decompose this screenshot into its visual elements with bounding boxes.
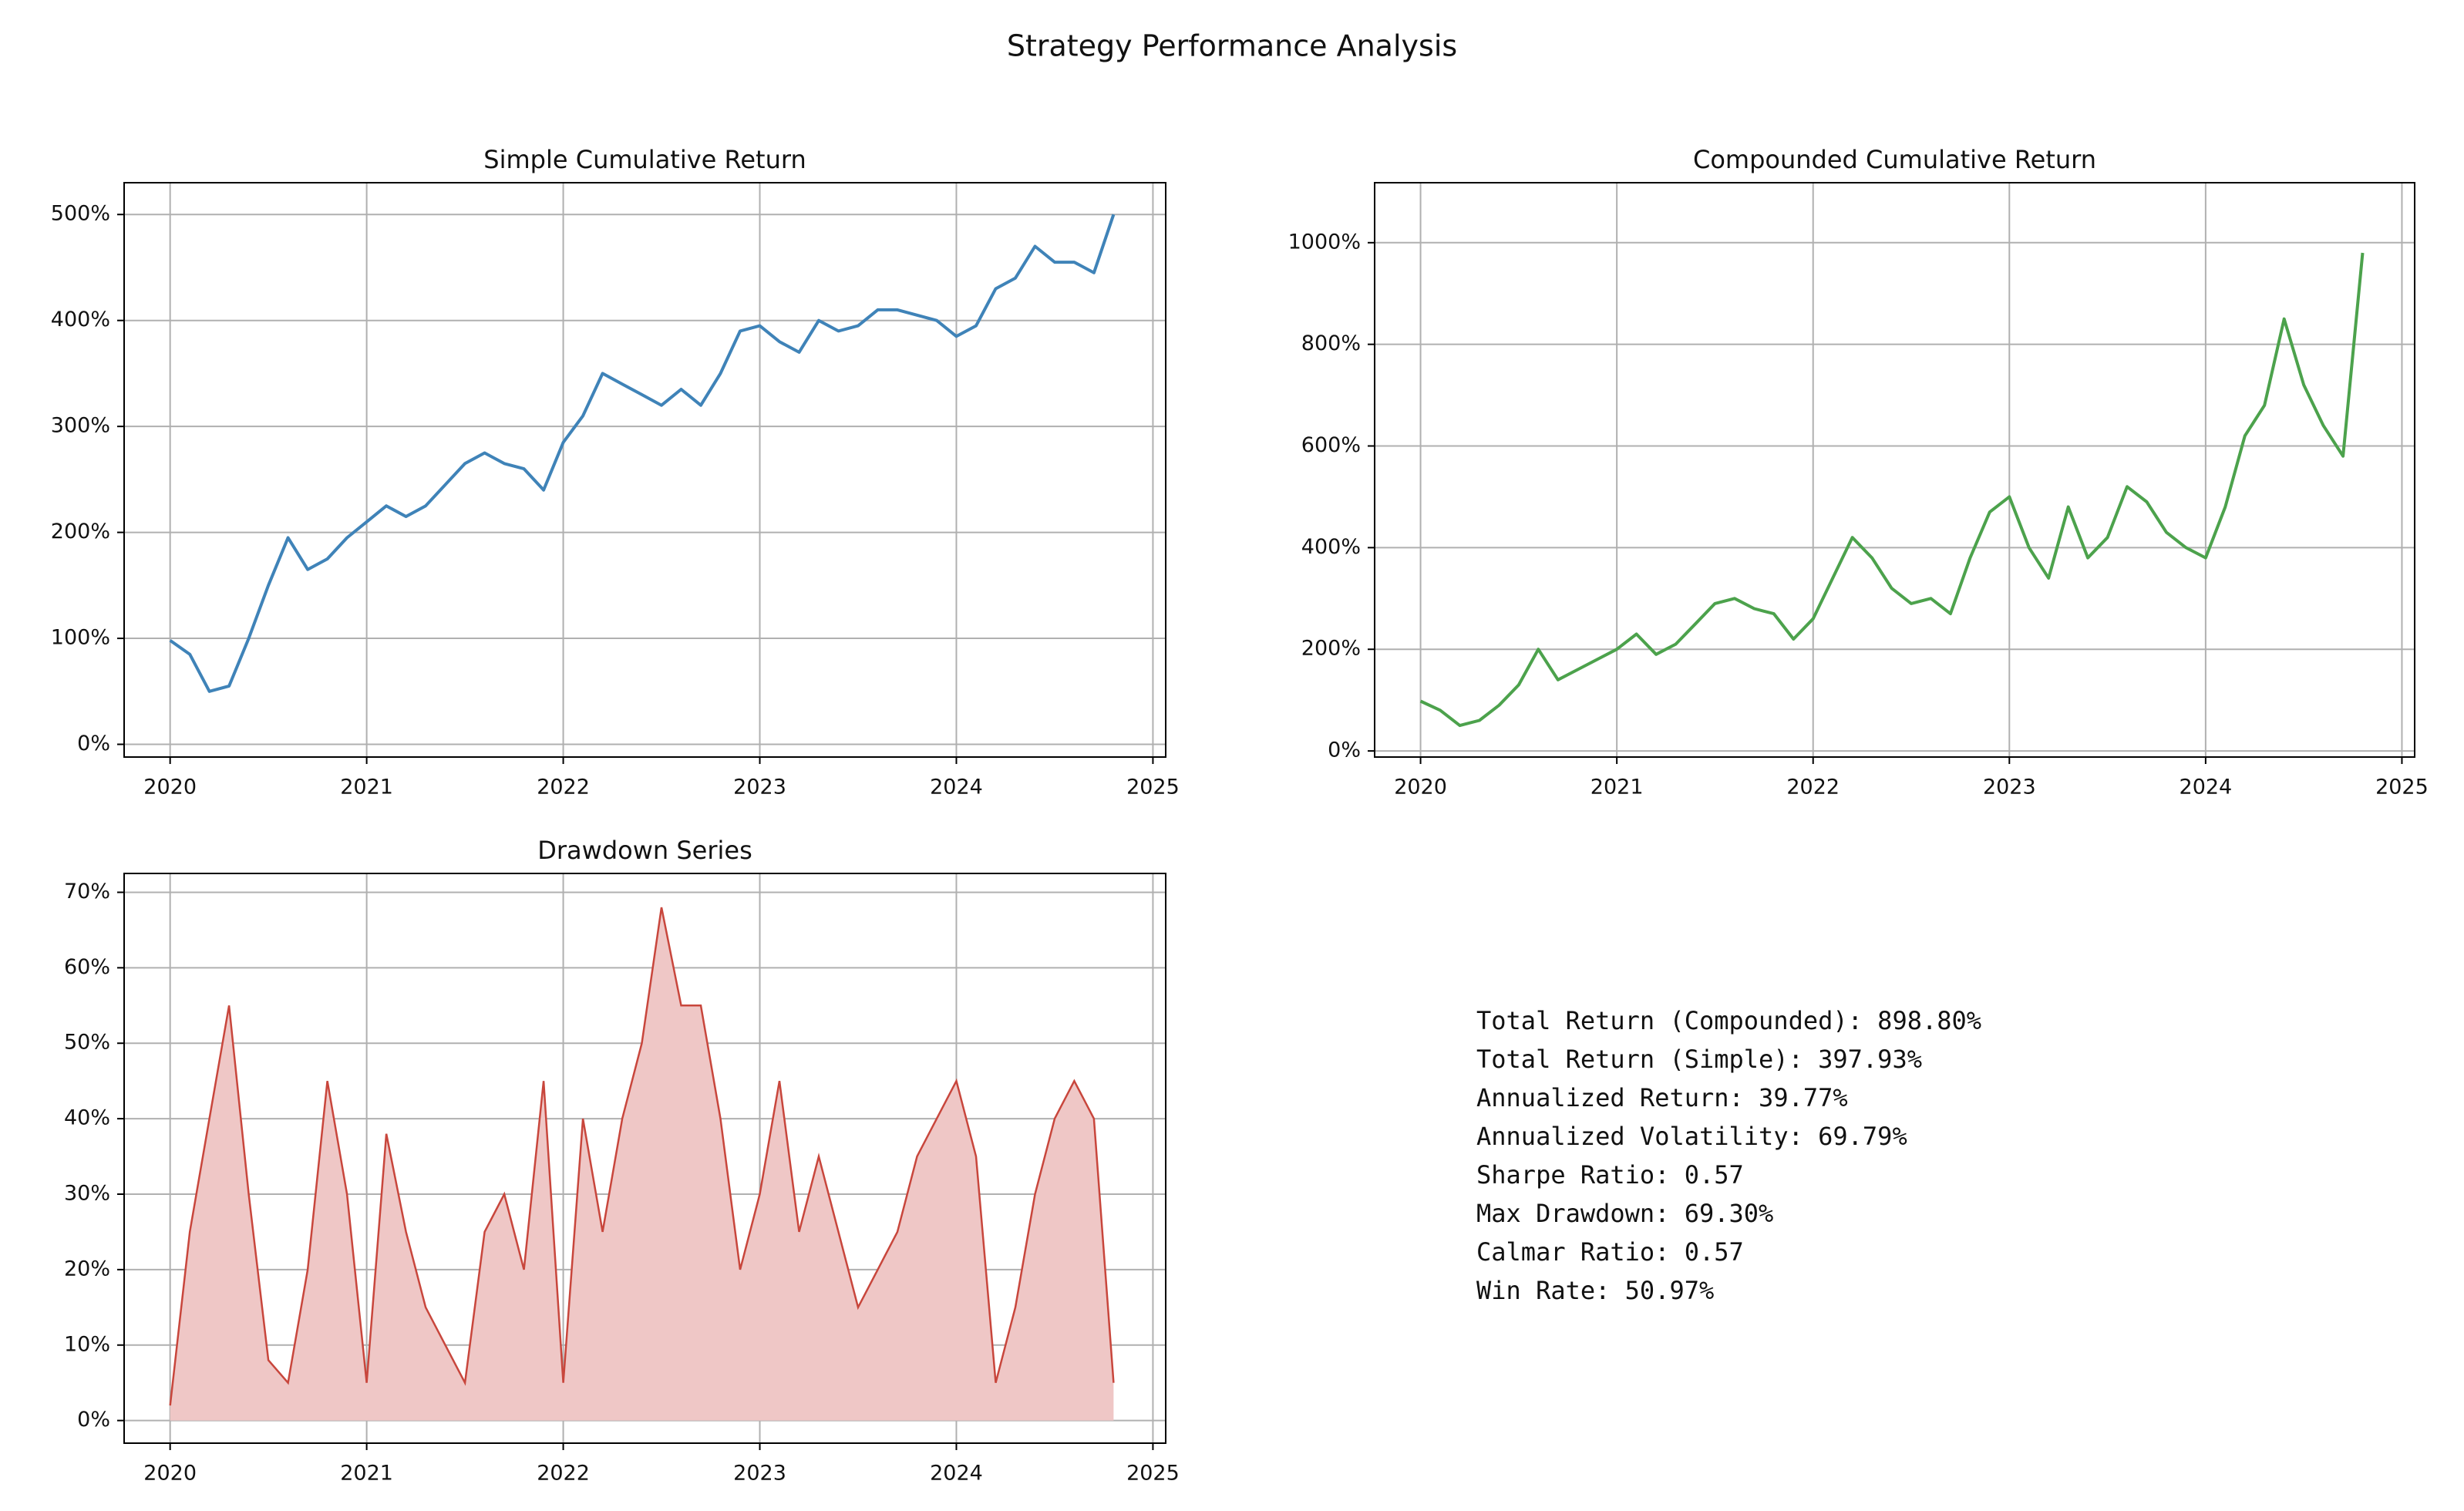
x-tick-label: 2025 [2375, 776, 2429, 799]
x-tick-label: 2022 [1786, 776, 1840, 799]
y-tick-label: 30% [64, 1181, 110, 1205]
x-tick-label: 2020 [143, 776, 197, 799]
area [170, 907, 1114, 1421]
y-tick-label: 70% [64, 880, 110, 904]
y-tick-label: 20% [64, 1257, 110, 1280]
y-tick-label: 0% [77, 732, 110, 756]
x-tick-label: 2021 [1590, 776, 1644, 799]
x-tick-label: 2024 [930, 776, 983, 799]
y-tick-label: 100% [51, 626, 110, 650]
stat-line: Max Drawdown: 69.30% [1476, 1199, 1773, 1228]
y-tick-label: 1000% [1288, 230, 1361, 254]
y-tick-label: 60% [64, 955, 110, 979]
plot-frame [1374, 182, 2415, 758]
x-tick-label: 2022 [537, 776, 590, 799]
y-tick-label: 600% [1301, 433, 1361, 457]
y-tick-label: 0% [1328, 739, 1361, 762]
x-tick-label: 2022 [537, 1462, 590, 1486]
stat-line: Total Return (Compounded): 898.80% [1476, 1006, 1981, 1035]
line [169, 214, 1116, 693]
stat-line: Win Rate: 50.97% [1476, 1276, 1714, 1305]
plot-frame [123, 873, 1166, 1444]
x-tick-label: 2024 [2180, 776, 2233, 799]
stat-line: Annualized Volatility: 69.79% [1476, 1122, 1907, 1151]
y-tick-label: 200% [51, 520, 110, 543]
line [1419, 252, 2365, 728]
y-tick-label: 300% [51, 414, 110, 438]
x-tick-label: 2021 [340, 1462, 393, 1486]
stat-line: Calmar Ratio: 0.57 [1476, 1237, 1744, 1267]
x-tick-label: 2024 [930, 1462, 983, 1486]
chart-title: Simple Cumulative Return [483, 145, 806, 174]
stat-line: Annualized Return: 39.77% [1476, 1083, 1848, 1112]
x-tick-label: 2020 [1394, 776, 1447, 799]
plot-frame [123, 182, 1166, 758]
y-tick-label: 400% [51, 308, 110, 331]
x-tick-label: 2023 [1983, 776, 2036, 799]
stat-line: Sharpe Ratio: 0.57 [1476, 1160, 1744, 1190]
y-tick-label: 50% [64, 1031, 110, 1055]
x-tick-label: 2020 [143, 1462, 197, 1486]
y-tick-label: 10% [64, 1332, 110, 1356]
stat-line: Total Return (Simple): 397.93% [1476, 1045, 1922, 1074]
line [169, 907, 1115, 1406]
y-tick-label: 40% [64, 1106, 110, 1130]
x-tick-label: 2023 [733, 776, 786, 799]
x-tick-label: 2021 [340, 776, 393, 799]
y-tick-label: 800% [1301, 331, 1361, 355]
y-tick-label: 200% [1301, 637, 1361, 661]
chart-title: Compounded Cumulative Return [1693, 145, 2096, 174]
y-tick-label: 500% [51, 202, 110, 226]
y-tick-label: 400% [1301, 535, 1361, 559]
chart-title: Drawdown Series [537, 836, 752, 865]
x-tick-label: 2025 [1126, 776, 1180, 799]
y-tick-label: 0% [77, 1408, 110, 1432]
figure-title: Strategy Performance Analysis [1007, 29, 1457, 63]
x-tick-label: 2025 [1126, 1462, 1180, 1486]
x-tick-label: 2023 [733, 1462, 786, 1486]
